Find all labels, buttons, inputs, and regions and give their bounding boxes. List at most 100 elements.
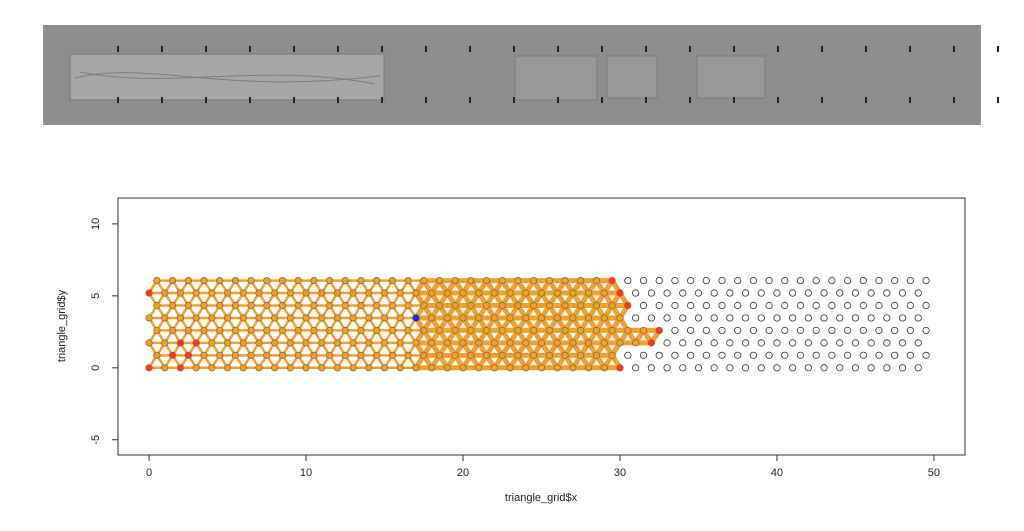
point <box>584 339 593 347</box>
point <box>922 301 930 310</box>
point <box>569 339 577 347</box>
point <box>255 364 263 372</box>
point <box>169 326 177 335</box>
point <box>498 301 506 310</box>
point <box>451 276 459 285</box>
point <box>310 276 318 285</box>
point <box>412 289 420 297</box>
point <box>749 301 758 310</box>
point <box>263 276 271 285</box>
point <box>373 351 381 359</box>
point <box>514 326 522 335</box>
point <box>804 339 812 347</box>
point <box>749 276 758 285</box>
point <box>875 276 883 285</box>
point <box>639 301 648 310</box>
point <box>302 339 310 347</box>
point <box>192 289 200 297</box>
point <box>396 364 404 372</box>
point <box>349 364 357 372</box>
point <box>451 301 459 310</box>
point <box>388 351 396 359</box>
point <box>757 314 765 322</box>
point <box>632 364 640 372</box>
point <box>451 351 459 359</box>
point <box>600 314 608 322</box>
point <box>726 339 734 347</box>
point <box>530 301 538 310</box>
point <box>514 351 522 359</box>
point <box>223 364 232 372</box>
point <box>687 326 695 335</box>
point <box>294 326 302 335</box>
point <box>671 276 679 285</box>
point <box>145 339 153 347</box>
point <box>404 326 412 335</box>
point <box>584 364 593 372</box>
point <box>176 339 185 347</box>
x-tick-label: 0 <box>146 467 152 479</box>
point <box>451 326 459 335</box>
point <box>553 339 561 347</box>
point <box>773 364 781 372</box>
x-tick-label: 40 <box>771 467 783 479</box>
point <box>325 301 334 310</box>
point <box>843 351 852 359</box>
point <box>537 339 546 347</box>
point <box>459 314 467 322</box>
point <box>467 301 475 310</box>
point <box>584 314 593 322</box>
point <box>412 339 420 347</box>
point <box>765 326 773 335</box>
point <box>467 326 475 335</box>
point <box>694 364 703 372</box>
point <box>734 301 742 310</box>
point <box>820 339 828 347</box>
point <box>482 326 491 335</box>
point <box>231 276 240 285</box>
point <box>239 289 247 297</box>
point <box>867 364 875 372</box>
point <box>718 351 726 359</box>
point <box>153 276 161 285</box>
point <box>255 314 263 322</box>
point <box>247 326 255 335</box>
point <box>828 326 836 335</box>
point <box>679 314 687 322</box>
point <box>153 351 161 359</box>
point <box>906 276 914 285</box>
point <box>302 289 310 297</box>
point <box>883 339 891 347</box>
point <box>765 276 773 285</box>
point <box>537 364 546 372</box>
point <box>537 289 546 297</box>
point <box>655 351 663 359</box>
point <box>545 301 553 310</box>
point <box>789 339 797 347</box>
point <box>467 351 475 359</box>
point <box>373 276 381 285</box>
point <box>836 364 844 372</box>
point <box>380 314 389 322</box>
point <box>278 326 287 335</box>
point <box>263 301 271 310</box>
point <box>741 314 750 322</box>
point <box>765 301 773 310</box>
point <box>906 301 914 310</box>
point <box>616 289 624 297</box>
photo-strip <box>606 55 658 99</box>
point <box>883 289 891 297</box>
point <box>898 339 907 347</box>
plot-frame <box>117 197 966 456</box>
point <box>624 301 632 310</box>
photo-strip <box>696 55 766 99</box>
point <box>514 301 522 310</box>
point <box>271 339 279 347</box>
point <box>836 339 844 347</box>
point <box>310 301 318 310</box>
point <box>482 351 491 359</box>
point <box>420 276 428 285</box>
point <box>812 326 820 335</box>
point <box>161 339 169 347</box>
